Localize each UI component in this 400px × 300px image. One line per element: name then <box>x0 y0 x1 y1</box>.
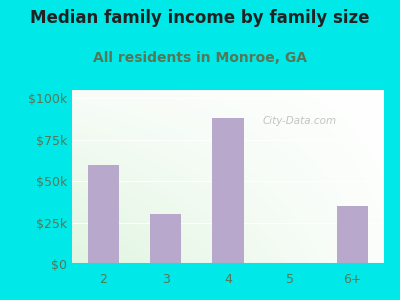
Bar <box>337 206 368 264</box>
Bar <box>150 214 181 264</box>
Text: All residents in Monroe, GA: All residents in Monroe, GA <box>93 51 307 65</box>
Bar <box>212 118 244 264</box>
Bar <box>88 165 119 264</box>
Text: City-Data.com: City-Data.com <box>263 116 337 126</box>
Text: Median family income by family size: Median family income by family size <box>30 9 370 27</box>
